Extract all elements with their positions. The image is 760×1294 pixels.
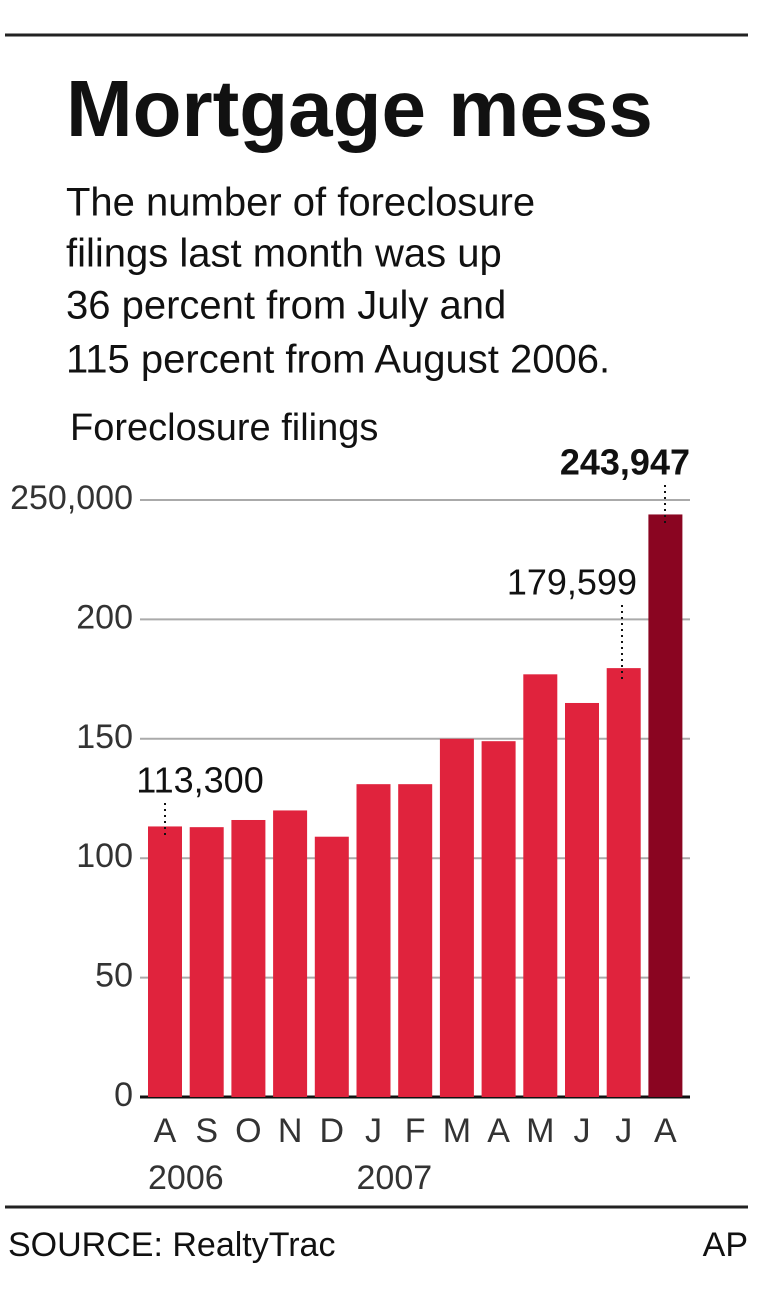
x-tick-label: M (443, 1112, 471, 1150)
bar (648, 514, 683, 1097)
bar (231, 819, 266, 1097)
x-tick-label: O (235, 1112, 261, 1150)
bar (356, 784, 391, 1097)
subtitle: 115 percent from August 2006. (66, 338, 610, 382)
credit: AP (703, 1226, 748, 1264)
y-tick-label: 0 (114, 1076, 133, 1114)
y-tick-label: 150 (76, 718, 133, 756)
bar (606, 668, 641, 1097)
source: SOURCE: RealtyTrac (8, 1226, 335, 1264)
value-label: 179,599 (507, 562, 637, 603)
y-tick-label: 100 (76, 837, 133, 875)
x-tick-label: A (654, 1112, 677, 1150)
x-tick-label: D (320, 1112, 345, 1150)
y-tick-label: 250,000 (10, 479, 133, 517)
year-label: 2006 (148, 1159, 224, 1197)
bar (148, 826, 182, 1097)
bar (481, 741, 516, 1097)
x-tick-label: N (278, 1112, 303, 1150)
x-tick-label: A (487, 1112, 510, 1150)
bar (439, 738, 474, 1097)
value-label: 113,300 (136, 760, 263, 801)
x-tick-label: J (615, 1112, 632, 1150)
y-tick-label: 200 (76, 598, 133, 636)
y-axis-label: Foreclosure filings (70, 407, 378, 449)
x-tick-label: S (195, 1112, 218, 1150)
bar (523, 674, 558, 1097)
x-tick-label: A (154, 1112, 177, 1150)
subtitle: 36 percent from July and (66, 284, 506, 328)
subtitle: filings last month was up (66, 232, 502, 276)
year-label: 2007 (357, 1159, 433, 1197)
y-tick-label: 50 (95, 957, 133, 995)
x-tick-label: M (526, 1112, 554, 1150)
subtitle: The number of foreclosure (66, 181, 535, 225)
bar (273, 810, 308, 1097)
bar (189, 827, 224, 1097)
value-label: 243,947 (560, 442, 690, 483)
bar (565, 702, 599, 1097)
chart-title: Mortgage mess (66, 64, 653, 153)
bar (314, 836, 349, 1097)
x-tick-label: F (405, 1112, 426, 1150)
bar (398, 784, 433, 1097)
x-tick-label: J (365, 1112, 382, 1150)
x-tick-label: J (574, 1112, 591, 1150)
